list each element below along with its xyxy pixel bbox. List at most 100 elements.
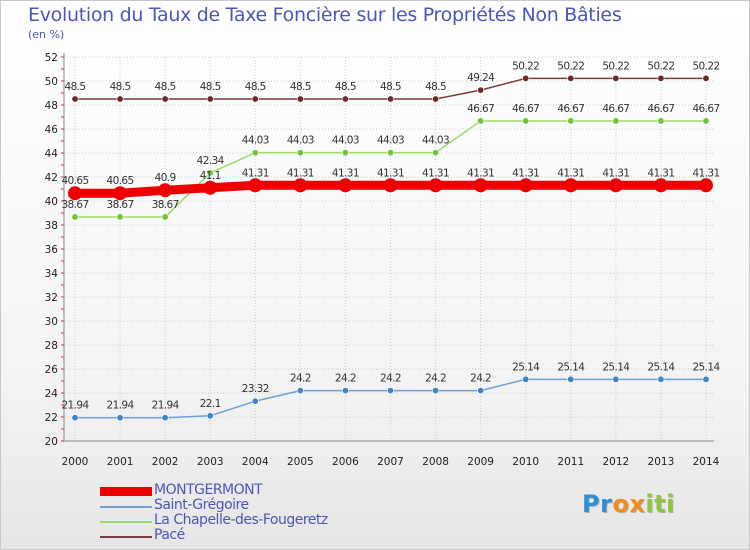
data-label: 25.14 <box>557 361 585 373</box>
data-label: 44.03 <box>242 135 269 147</box>
data-label: 46.67 <box>602 103 629 115</box>
legend-swatch <box>100 536 152 538</box>
chart-title: Evolution du Taux de Taxe Foncière sur l… <box>28 4 622 26</box>
data-label: 23.32 <box>242 383 269 395</box>
y-tick-label: 52 <box>45 52 58 64</box>
y-tick-label: 48 <box>45 100 58 112</box>
data-label: 48.5 <box>335 81 356 93</box>
data-point <box>612 74 620 82</box>
x-tick-label: 2013 <box>648 456 675 468</box>
data-point <box>432 149 440 157</box>
data-label: 41.31 <box>242 167 269 179</box>
legend-label: Pacé <box>154 527 185 543</box>
x-tick-label: 2004 <box>242 456 269 468</box>
data-label: 44.03 <box>332 135 359 147</box>
data-point <box>518 178 533 193</box>
data-point <box>702 74 710 82</box>
data-label: 41.31 <box>467 167 494 179</box>
data-point <box>248 178 263 193</box>
data-label: 22.1 <box>200 398 221 410</box>
data-point <box>386 387 394 395</box>
data-label: 41.31 <box>557 167 584 179</box>
data-point <box>293 178 308 193</box>
data-point <box>341 149 349 157</box>
data-label: 42.34 <box>197 155 225 167</box>
data-label: 48.5 <box>155 81 176 93</box>
data-label: 41.1 <box>200 170 221 182</box>
data-label: 46.67 <box>512 103 539 115</box>
data-label: 40.9 <box>155 172 176 184</box>
data-point <box>203 180 218 195</box>
data-label: 21.94 <box>152 400 180 412</box>
data-label: 46.67 <box>467 103 494 115</box>
y-tick-label: 36 <box>45 244 59 256</box>
data-point <box>612 375 620 383</box>
data-label: 25.14 <box>647 361 675 373</box>
data-point <box>386 149 394 157</box>
data-label: 41.31 <box>647 167 674 179</box>
data-label: 41.31 <box>332 167 359 179</box>
data-point <box>206 169 214 177</box>
data-point <box>657 117 665 125</box>
legend-label: Saint-Grégoire <box>154 497 249 513</box>
data-label: 38.67 <box>152 199 179 211</box>
data-point <box>428 178 443 193</box>
data-point <box>161 95 169 103</box>
data-label: 38.67 <box>61 199 88 211</box>
y-tick-label: 28 <box>45 340 58 352</box>
x-tick-label: 2006 <box>332 456 359 468</box>
data-point <box>386 95 394 103</box>
data-label: 48.5 <box>245 81 266 93</box>
data-label: 48.5 <box>425 81 446 93</box>
data-point <box>657 375 665 383</box>
data-point <box>158 183 173 198</box>
y-tick-label: 20 <box>45 436 58 448</box>
data-point <box>341 95 349 103</box>
data-label: 48.5 <box>65 81 86 93</box>
data-point <box>161 213 169 221</box>
legend-swatch <box>100 487 152 496</box>
data-label: 46.67 <box>647 103 674 115</box>
logo-letter: t <box>654 490 667 518</box>
data-label: 44.03 <box>422 135 449 147</box>
data-point <box>116 414 124 422</box>
data-point <box>113 186 128 201</box>
data-point <box>296 95 304 103</box>
x-tick-label: 2010 <box>512 456 539 468</box>
legend-swatch <box>100 521 152 523</box>
data-label: 41.31 <box>602 167 629 179</box>
data-point <box>653 178 668 193</box>
data-point <box>473 178 488 193</box>
y-tick-label: 40 <box>45 196 58 208</box>
data-point <box>522 117 530 125</box>
x-tick-label: 2008 <box>422 456 449 468</box>
data-point <box>522 74 530 82</box>
data-point <box>563 178 578 193</box>
legend-label: La Chapelle-des-Fougeretz <box>154 512 328 528</box>
legend-swatch <box>100 506 152 508</box>
data-label: 41.31 <box>422 167 449 179</box>
data-point <box>432 387 440 395</box>
x-tick-label: 2014 <box>693 456 720 468</box>
data-label: 49.24 <box>467 72 495 84</box>
data-label: 48.5 <box>290 81 311 93</box>
data-label: 41.31 <box>377 167 404 179</box>
data-label: 50.22 <box>602 60 629 72</box>
data-label: 40.65 <box>61 175 88 187</box>
data-point <box>522 375 530 383</box>
data-label: 24.2 <box>425 373 446 385</box>
y-tick-label: 42 <box>45 172 58 184</box>
x-tick-label: 2012 <box>602 456 629 468</box>
data-label: 41.31 <box>512 167 539 179</box>
data-label: 50.22 <box>692 60 719 72</box>
data-label: 24.2 <box>380 373 401 385</box>
data-point <box>116 213 124 221</box>
y-tick-label: 22 <box>45 412 58 424</box>
y-tick-label: 26 <box>45 364 59 376</box>
data-point <box>477 86 485 94</box>
data-point <box>338 178 353 193</box>
data-label: 50.22 <box>557 60 584 72</box>
data-label: 21.94 <box>107 400 135 412</box>
data-point <box>702 375 710 383</box>
